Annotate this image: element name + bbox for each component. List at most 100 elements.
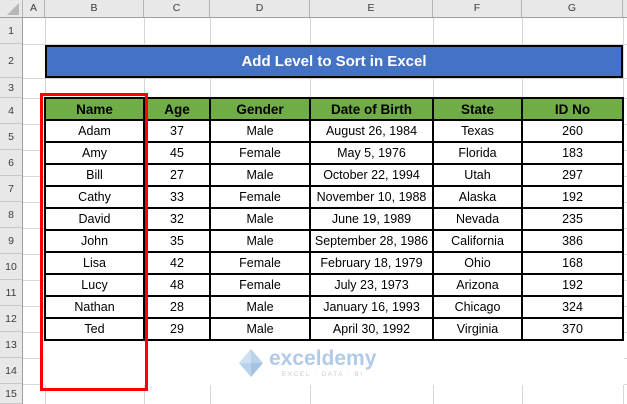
row-header-9[interactable]: 9 — [0, 228, 22, 254]
column-header-a[interactable]: A — [23, 0, 45, 17]
cell-dob[interactable]: June 19, 1989 — [309, 207, 434, 231]
cell-age[interactable]: 29 — [143, 317, 211, 341]
cell-name[interactable]: Amy — [44, 141, 145, 165]
cell-age[interactable]: 35 — [143, 229, 211, 253]
cell-gender[interactable]: Male — [209, 229, 311, 253]
cell-idno[interactable]: 260 — [521, 119, 624, 143]
cell-state[interactable]: California — [432, 229, 523, 253]
row-header-6[interactable]: 6 — [0, 150, 22, 176]
cell-state[interactable]: Nevada — [432, 207, 523, 231]
cell-state[interactable]: Chicago — [432, 295, 523, 319]
cell-age[interactable]: 45 — [143, 141, 211, 165]
cell-idno[interactable]: 183 — [521, 141, 624, 165]
cell-idno[interactable]: 370 — [521, 317, 624, 341]
cell-age[interactable]: 37 — [143, 119, 211, 143]
cell-dob[interactable]: July 23, 1973 — [309, 273, 434, 297]
cell-idno[interactable]: 168 — [521, 251, 624, 275]
cell-gender[interactable]: Male — [209, 163, 311, 187]
cell-gender[interactable]: Female — [209, 273, 311, 297]
cell-gender[interactable]: Female — [209, 251, 311, 275]
row-header-4[interactable]: 4 — [0, 98, 22, 124]
cell-dob[interactable]: November 10, 1988 — [309, 185, 434, 209]
column-header-g[interactable]: G — [522, 0, 623, 17]
cell-name[interactable]: Lisa — [44, 251, 145, 275]
sheet-area[interactable]: Add Level to Sort in Excel exceldemy EXC… — [23, 18, 627, 404]
row-header-11[interactable]: 11 — [0, 280, 22, 306]
watermark: exceldemy EXCEL · DATA · BI — [238, 348, 376, 378]
cell-name[interactable]: Lucy — [44, 273, 145, 297]
cell-name[interactable]: Bill — [44, 163, 145, 187]
header-cell-dob[interactable]: Date of Birth — [309, 97, 434, 121]
row-header-1[interactable]: 1 — [0, 18, 22, 44]
column-header-f[interactable]: F — [433, 0, 522, 17]
cell-name[interactable]: Ted — [44, 317, 145, 341]
header-cell-name[interactable]: Name — [44, 97, 145, 121]
cell-state[interactable]: Virginia — [432, 317, 523, 341]
row-header-8[interactable]: 8 — [0, 202, 22, 228]
cell-state[interactable]: Florida — [432, 141, 523, 165]
table-row: Adam 37 Male August 26, 1984 Texas 260 — [44, 119, 624, 143]
cell-dob[interactable]: September 28, 1986 — [309, 229, 434, 253]
cell-gender[interactable]: Male — [209, 317, 311, 341]
table-row: Lisa 42 Female February 18, 1979 Ohio 16… — [44, 251, 624, 275]
cell-idno[interactable]: 297 — [521, 163, 624, 187]
cell-gender[interactable]: Female — [209, 141, 311, 165]
cell-name[interactable]: Nathan — [44, 295, 145, 319]
cell-age[interactable]: 33 — [143, 185, 211, 209]
cell-name[interactable]: Adam — [44, 119, 145, 143]
cell-dob[interactable]: January 16, 1993 — [309, 295, 434, 319]
table-row: Lucy 48 Female July 23, 1973 Arizona 192 — [44, 273, 624, 297]
cell-dob[interactable]: May 5, 1976 — [309, 141, 434, 165]
cell-idno[interactable]: 192 — [521, 273, 624, 297]
row-header-7[interactable]: 7 — [0, 176, 22, 202]
row-header-5[interactable]: 5 — [0, 124, 22, 150]
cell-age[interactable]: 48 — [143, 273, 211, 297]
column-header-c[interactable]: C — [144, 0, 210, 17]
cell-state[interactable]: Utah — [432, 163, 523, 187]
row-header-14[interactable]: 14 — [0, 358, 22, 384]
exceldemy-logo-icon — [239, 349, 263, 377]
cell-idno[interactable]: 235 — [521, 207, 624, 231]
header-cell-idno[interactable]: ID No — [521, 97, 624, 121]
cell-dob[interactable]: April 30, 1992 — [309, 317, 434, 341]
row-header-2[interactable]: 2 — [0, 44, 22, 78]
cell-age[interactable]: 28 — [143, 295, 211, 319]
row-header-12[interactable]: 12 — [0, 306, 22, 332]
header-cell-state[interactable]: State — [432, 97, 523, 121]
row-header-10[interactable]: 10 — [0, 254, 22, 280]
cell-state[interactable]: Texas — [432, 119, 523, 143]
header-cell-gender[interactable]: Gender — [209, 97, 311, 121]
cell-age[interactable]: 32 — [143, 207, 211, 231]
row-header-3[interactable]: 3 — [0, 78, 22, 98]
column-header-b[interactable]: B — [45, 0, 144, 17]
header-cell-age[interactable]: Age — [143, 97, 211, 121]
cell-state[interactable]: Ohio — [432, 251, 523, 275]
column-header-e[interactable]: E — [310, 0, 433, 17]
title-banner[interactable]: Add Level to Sort in Excel — [45, 45, 623, 78]
cell-idno[interactable]: 324 — [521, 295, 624, 319]
cell-idno[interactable]: 386 — [521, 229, 624, 253]
row-header-15[interactable]: 15 — [0, 384, 22, 404]
cell-name[interactable]: John — [44, 229, 145, 253]
cell-age[interactable]: 42 — [143, 251, 211, 275]
cell-gender[interactable]: Male — [209, 119, 311, 143]
select-all-button[interactable] — [0, 0, 23, 17]
table-row: Ted 29 Male April 30, 1992 Virginia 370 — [44, 317, 624, 341]
cell-dob[interactable]: February 18, 1979 — [309, 251, 434, 275]
cell-dob[interactable]: August 26, 1984 — [309, 119, 434, 143]
cell-idno[interactable]: 192 — [521, 185, 624, 209]
cell-state[interactable]: Alaska — [432, 185, 523, 209]
column-header-d[interactable]: D — [210, 0, 310, 17]
cell-gender[interactable]: Male — [209, 207, 311, 231]
cell-gender[interactable]: Female — [209, 185, 311, 209]
cell-gender[interactable]: Male — [209, 295, 311, 319]
cell-state[interactable]: Arizona — [432, 273, 523, 297]
cell-name[interactable]: David — [44, 207, 145, 231]
watermark-brand: exceldemy — [269, 347, 377, 370]
cell-name[interactable]: Cathy — [44, 185, 145, 209]
row-header-13[interactable]: 13 — [0, 332, 22, 358]
cell-age[interactable]: 27 — [143, 163, 211, 187]
cell-dob[interactable]: October 22, 1994 — [309, 163, 434, 187]
table-row: Cathy 33 Female November 10, 1988 Alaska… — [44, 185, 624, 209]
